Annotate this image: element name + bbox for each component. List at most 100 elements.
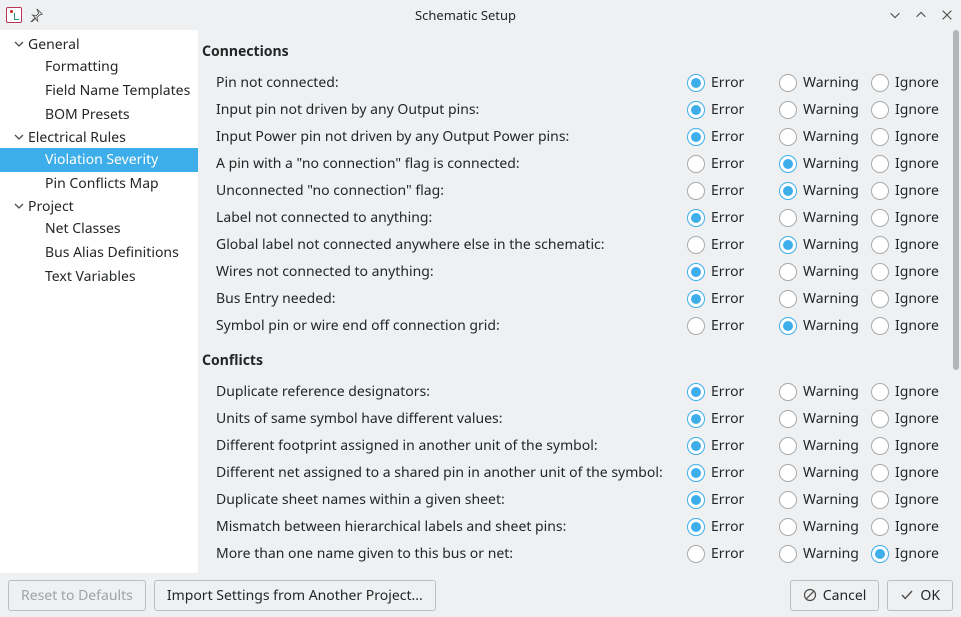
- severity-warning[interactable]: Warning: [779, 154, 871, 173]
- severity-label: Error: [711, 382, 744, 401]
- severity-warning[interactable]: Warning: [779, 127, 871, 146]
- severity-warning[interactable]: Warning: [779, 235, 871, 254]
- cancel-button[interactable]: Cancel: [790, 580, 880, 611]
- reset-defaults-button[interactable]: Reset to Defaults: [8, 580, 146, 611]
- severity-label: Warning: [803, 544, 859, 563]
- tree-item[interactable]: Bus Alias Definitions: [0, 241, 198, 265]
- severity-error[interactable]: Error: [687, 382, 779, 401]
- severity-warning[interactable]: Warning: [779, 289, 871, 308]
- severity-ignore[interactable]: Ignore: [871, 382, 953, 401]
- severity-label: Error: [711, 154, 744, 173]
- radio-icon: [871, 317, 889, 335]
- severity-warning[interactable]: Warning: [779, 208, 871, 227]
- radio-icon: [687, 383, 705, 401]
- rule-label: Pin not connected:: [216, 73, 679, 92]
- severity-warning[interactable]: Warning: [779, 382, 871, 401]
- severity-ignore[interactable]: Ignore: [871, 490, 953, 509]
- tree-item[interactable]: Pin Conflicts Map: [0, 172, 198, 196]
- severity-label: Warning: [803, 436, 859, 455]
- severity-options: ErrorWarningIgnore: [687, 289, 953, 308]
- rule-label: Different footprint assigned in another …: [216, 436, 679, 455]
- severity-options: ErrorWarningIgnore: [687, 181, 953, 200]
- severity-error[interactable]: Error: [687, 127, 779, 146]
- severity-error[interactable]: Error: [687, 409, 779, 428]
- radio-icon: [779, 236, 797, 254]
- severity-warning[interactable]: Warning: [779, 463, 871, 482]
- radio-icon: [871, 383, 889, 401]
- minimize-icon[interactable]: [887, 7, 903, 23]
- rule-label: Wires not connected to anything:: [216, 262, 679, 281]
- scrollbar-track[interactable]: [951, 30, 959, 573]
- severity-ignore[interactable]: Ignore: [871, 235, 953, 254]
- severity-label: Ignore: [895, 262, 939, 281]
- tree-group[interactable]: Project: [0, 196, 198, 217]
- severity-warning[interactable]: Warning: [779, 409, 871, 428]
- tree-item[interactable]: Field Name Templates: [0, 79, 198, 103]
- severity-warning[interactable]: Warning: [779, 262, 871, 281]
- severity-error[interactable]: Error: [687, 181, 779, 200]
- severity-label: Error: [711, 409, 744, 428]
- ok-button[interactable]: OK: [887, 580, 953, 611]
- severity-ignore[interactable]: Ignore: [871, 316, 953, 335]
- severity-warning[interactable]: Warning: [779, 316, 871, 335]
- severity-error[interactable]: Error: [687, 154, 779, 173]
- severity-error[interactable]: Error: [687, 436, 779, 455]
- severity-warning[interactable]: Warning: [779, 73, 871, 92]
- severity-error[interactable]: Error: [687, 490, 779, 509]
- severity-error[interactable]: Error: [687, 235, 779, 254]
- radio-icon: [871, 101, 889, 119]
- severity-ignore[interactable]: Ignore: [871, 262, 953, 281]
- severity-ignore[interactable]: Ignore: [871, 463, 953, 482]
- severity-ignore[interactable]: Ignore: [871, 154, 953, 173]
- severity-ignore[interactable]: Ignore: [871, 436, 953, 455]
- severity-warning[interactable]: Warning: [779, 517, 871, 536]
- tree-item[interactable]: BOM Presets: [0, 103, 198, 127]
- severity-label: Warning: [803, 208, 859, 227]
- severity-ignore[interactable]: Ignore: [871, 73, 953, 92]
- severity-ignore[interactable]: Ignore: [871, 181, 953, 200]
- severity-ignore[interactable]: Ignore: [871, 409, 953, 428]
- severity-ignore[interactable]: Ignore: [871, 544, 953, 563]
- tree-group[interactable]: Electrical Rules: [0, 127, 198, 148]
- severity-error[interactable]: Error: [687, 544, 779, 563]
- severity-ignore[interactable]: Ignore: [871, 517, 953, 536]
- rule-label: Mismatch between hierarchical labels and…: [216, 517, 679, 536]
- severity-warning[interactable]: Warning: [779, 181, 871, 200]
- severity-error[interactable]: Error: [687, 100, 779, 119]
- tree-item[interactable]: Text Variables: [0, 265, 198, 289]
- radio-icon: [779, 101, 797, 119]
- severity-ignore[interactable]: Ignore: [871, 208, 953, 227]
- import-settings-button[interactable]: Import Settings from Another Project...: [154, 580, 436, 611]
- severity-error[interactable]: Error: [687, 289, 779, 308]
- severity-ignore[interactable]: Ignore: [871, 127, 953, 146]
- severity-warning[interactable]: Warning: [779, 490, 871, 509]
- maximize-icon[interactable]: [913, 7, 929, 23]
- tree-group[interactable]: General: [0, 34, 198, 55]
- window-title: Schematic Setup: [44, 6, 887, 24]
- severity-label: Warning: [803, 463, 859, 482]
- severity-ignore[interactable]: Ignore: [871, 289, 953, 308]
- scrollbar-thumb[interactable]: [953, 30, 959, 370]
- severity-error[interactable]: Error: [687, 463, 779, 482]
- severity-error[interactable]: Error: [687, 517, 779, 536]
- severity-error[interactable]: Error: [687, 316, 779, 335]
- close-icon[interactable]: [939, 7, 955, 23]
- severity-warning[interactable]: Warning: [779, 436, 871, 455]
- severity-error[interactable]: Error: [687, 262, 779, 281]
- radio-icon: [871, 545, 889, 563]
- radio-icon: [687, 545, 705, 563]
- severity-error[interactable]: Error: [687, 208, 779, 227]
- rule-row: Mismatch between hierarchical labels and…: [202, 513, 953, 540]
- pin-icon[interactable]: [28, 7, 44, 23]
- severity-ignore[interactable]: Ignore: [871, 100, 953, 119]
- tree-item[interactable]: Violation Severity: [0, 148, 198, 172]
- severity-warning[interactable]: Warning: [779, 100, 871, 119]
- tree-item[interactable]: Formatting: [0, 55, 198, 79]
- severity-warning[interactable]: Warning: [779, 544, 871, 563]
- radio-icon: [687, 317, 705, 335]
- severity-error[interactable]: Error: [687, 73, 779, 92]
- severity-label: Error: [711, 127, 744, 146]
- severity-label: Error: [711, 463, 744, 482]
- tree-item[interactable]: Net Classes: [0, 217, 198, 241]
- rule-label: Different net assigned to a shared pin i…: [216, 463, 679, 482]
